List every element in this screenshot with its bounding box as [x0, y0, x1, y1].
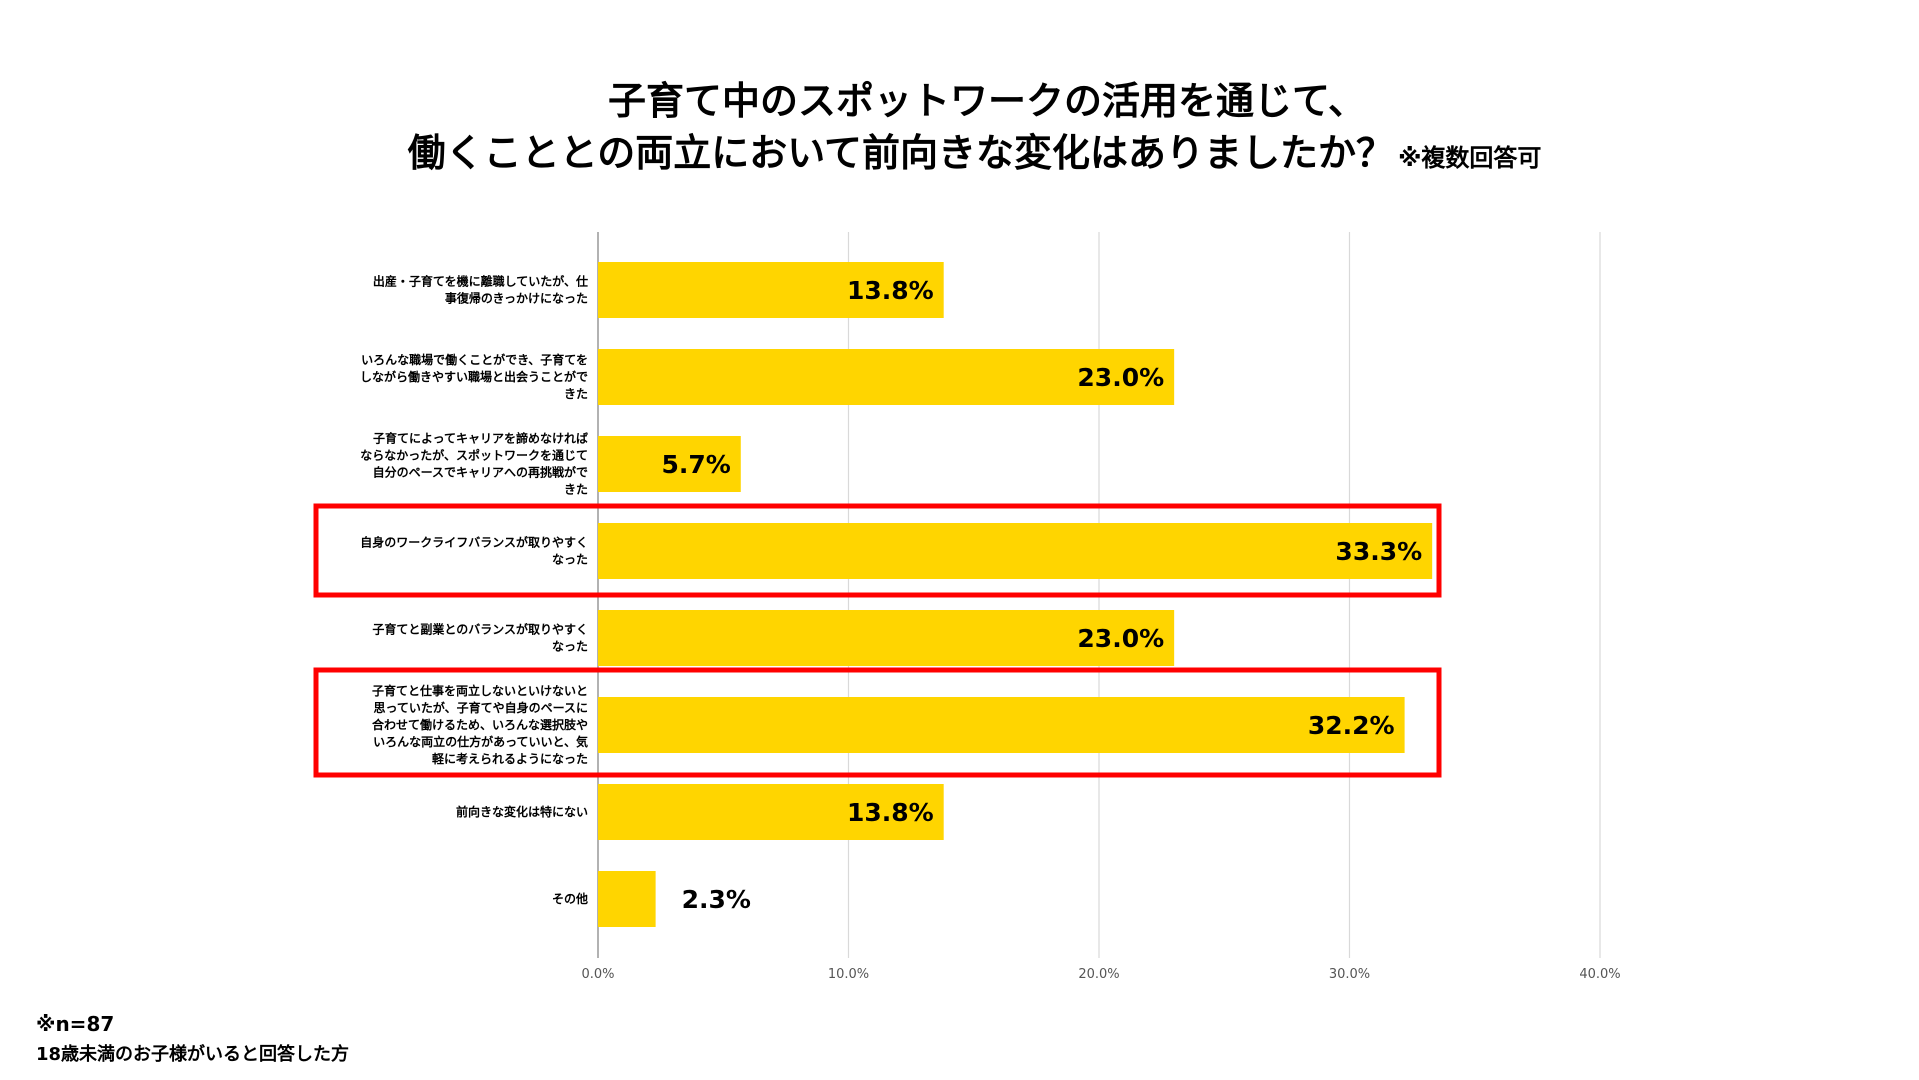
data-label: 23.0%	[1077, 363, 1164, 392]
category-label-line: きた	[564, 387, 588, 401]
category-label-line: 軽に考えられるようになった	[432, 751, 588, 766]
category-label-line: いろんな両立の仕方があっていいと、気	[373, 734, 588, 749]
bar	[598, 871, 656, 927]
category-label-line: 自身のワークライフバランスが取りやすく	[360, 535, 588, 550]
category-label-line: 子育てと副業とのバランスが取りやすく	[372, 622, 588, 637]
category-label: 子育てによってキャリアを諦めなければならなかったが、スポットワークを通じて自分の…	[360, 431, 588, 497]
chart-title-line2-text: 働くこととの両立において前向きな変化はありましたか？	[407, 131, 1395, 175]
bar	[598, 436, 741, 492]
category-label-line: 子育てと仕事を両立しないといけないと	[372, 683, 588, 698]
category-label-line: なった	[552, 640, 588, 654]
category-label: 前向きな変化は特にない	[456, 804, 588, 819]
highlight-box	[313, 667, 1442, 778]
footnote-sample-size: ※n=87	[36, 1012, 115, 1036]
data-label: 33.3%	[1335, 537, 1422, 566]
bar	[598, 523, 1433, 579]
data-label: 23.0%	[1077, 624, 1164, 653]
bar	[598, 610, 1175, 666]
x-tick-label: 30.0%	[1329, 967, 1370, 982]
data-label: 13.8%	[847, 276, 934, 305]
category-label-line: きた	[564, 483, 588, 497]
bar	[598, 349, 1175, 405]
category-label-line: 出産・子育てを機に離職していたが、仕	[373, 274, 588, 289]
highlight-box	[313, 503, 1442, 598]
data-label: 13.8%	[847, 798, 934, 827]
category-label: いろんな職場で働くことができ、子育てをしながら働きやすい職場と出会うことができた	[360, 352, 588, 401]
footnote-respondents: 18歳未満のお子様がいると回答した方	[36, 1044, 350, 1065]
category-label: 自身のワークライフバランスが取りやすくなった	[360, 535, 588, 567]
category-label-line: 事復帰のきっかけになった	[445, 291, 588, 306]
category-label: その他	[552, 891, 588, 906]
x-tick-label: 0.0%	[581, 967, 614, 982]
category-label-line: いろんな職場で働くことができ、子育てを	[361, 352, 588, 367]
x-tick-label: 10.0%	[828, 967, 869, 982]
category-label-line: なった	[552, 553, 588, 567]
category-label-line: 前向きな変化は特にない	[456, 804, 588, 819]
bar	[598, 697, 1405, 753]
category-label-line: その他	[552, 891, 588, 906]
chart-title-line2: 働くこととの両立において前向きな変化はありましたか？ ※複数回答可	[0, 122, 1919, 177]
category-label: 子育てと副業とのバランスが取りやすくなった	[372, 622, 588, 654]
category-label-line: 合わせて働けるため、いろんな選択肢や	[372, 717, 588, 732]
data-label: 2.3%	[682, 885, 751, 914]
category-label-line: しながら働きやすい職場と出会うことがで	[360, 369, 588, 384]
chart-title-line1: 子育て中のスポットワークの活用を通じて、	[607, 79, 1367, 123]
x-tick-label: 20.0%	[1078, 967, 1119, 982]
category-label-line: 思っていたが、子育てや自身のペースに	[373, 700, 588, 715]
bar	[598, 784, 944, 840]
bar	[598, 262, 944, 318]
category-label-line: ならなかったが、スポットワークを通じて	[360, 448, 588, 463]
x-tick-label: 40.0%	[1579, 967, 1620, 982]
category-label-line: 自分のペースでキャリアへの再挑戦がで	[373, 465, 588, 480]
data-label: 5.7%	[661, 450, 730, 479]
category-label: 出産・子育てを機に離職していたが、仕事復帰のきっかけになった	[373, 274, 588, 306]
category-label-line: 子育てによってキャリアを諦めなければ	[373, 431, 588, 446]
category-label: 子育てと仕事を両立しないといけないと思っていたが、子育てや自身のペースに合わせて…	[372, 683, 588, 766]
chart-title-note: ※複数回答可	[1398, 144, 1542, 172]
data-label: 32.2%	[1308, 711, 1395, 740]
